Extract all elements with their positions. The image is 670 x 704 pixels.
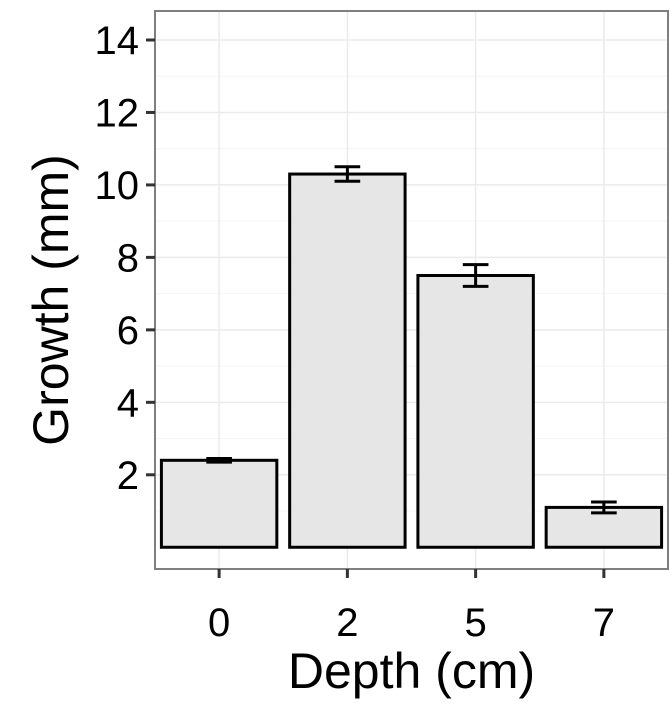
error-bars <box>206 165 617 515</box>
bars <box>159 172 664 549</box>
bar-depth-0 <box>159 458 279 549</box>
error-bar-depth-5 <box>462 263 489 288</box>
x-tick-label: 7 <box>593 601 615 645</box>
y-tick-label: 4 <box>117 381 139 425</box>
y-tick-label: 14 <box>95 19 140 63</box>
panel-border <box>154 10 669 570</box>
error-bar-depth-2 <box>334 165 361 183</box>
y-tick-label: 10 <box>95 164 140 208</box>
y-axis-title: Growth (mm) <box>23 154 79 446</box>
bar-depth-5 <box>416 274 535 549</box>
bar-depth-2 <box>288 172 407 549</box>
plot-panel <box>154 10 669 570</box>
y-tick-label: 12 <box>95 91 140 135</box>
x-axis-title: Depth (cm) <box>288 643 535 699</box>
y-tick-label: 8 <box>117 236 139 280</box>
y-tick-label: 6 <box>117 309 139 353</box>
x-tick-label: 5 <box>465 601 487 645</box>
error-bar-depth-0 <box>206 456 232 464</box>
x-tick-label: 0 <box>208 601 230 645</box>
x-tick-label: 2 <box>336 601 358 645</box>
x-axis: 0 2 5 7 <box>208 569 615 645</box>
error-bar-depth-7 <box>591 500 617 515</box>
y-tick-label: 2 <box>117 454 139 498</box>
y-axis: 2 4 6 8 10 12 14 <box>95 19 155 498</box>
